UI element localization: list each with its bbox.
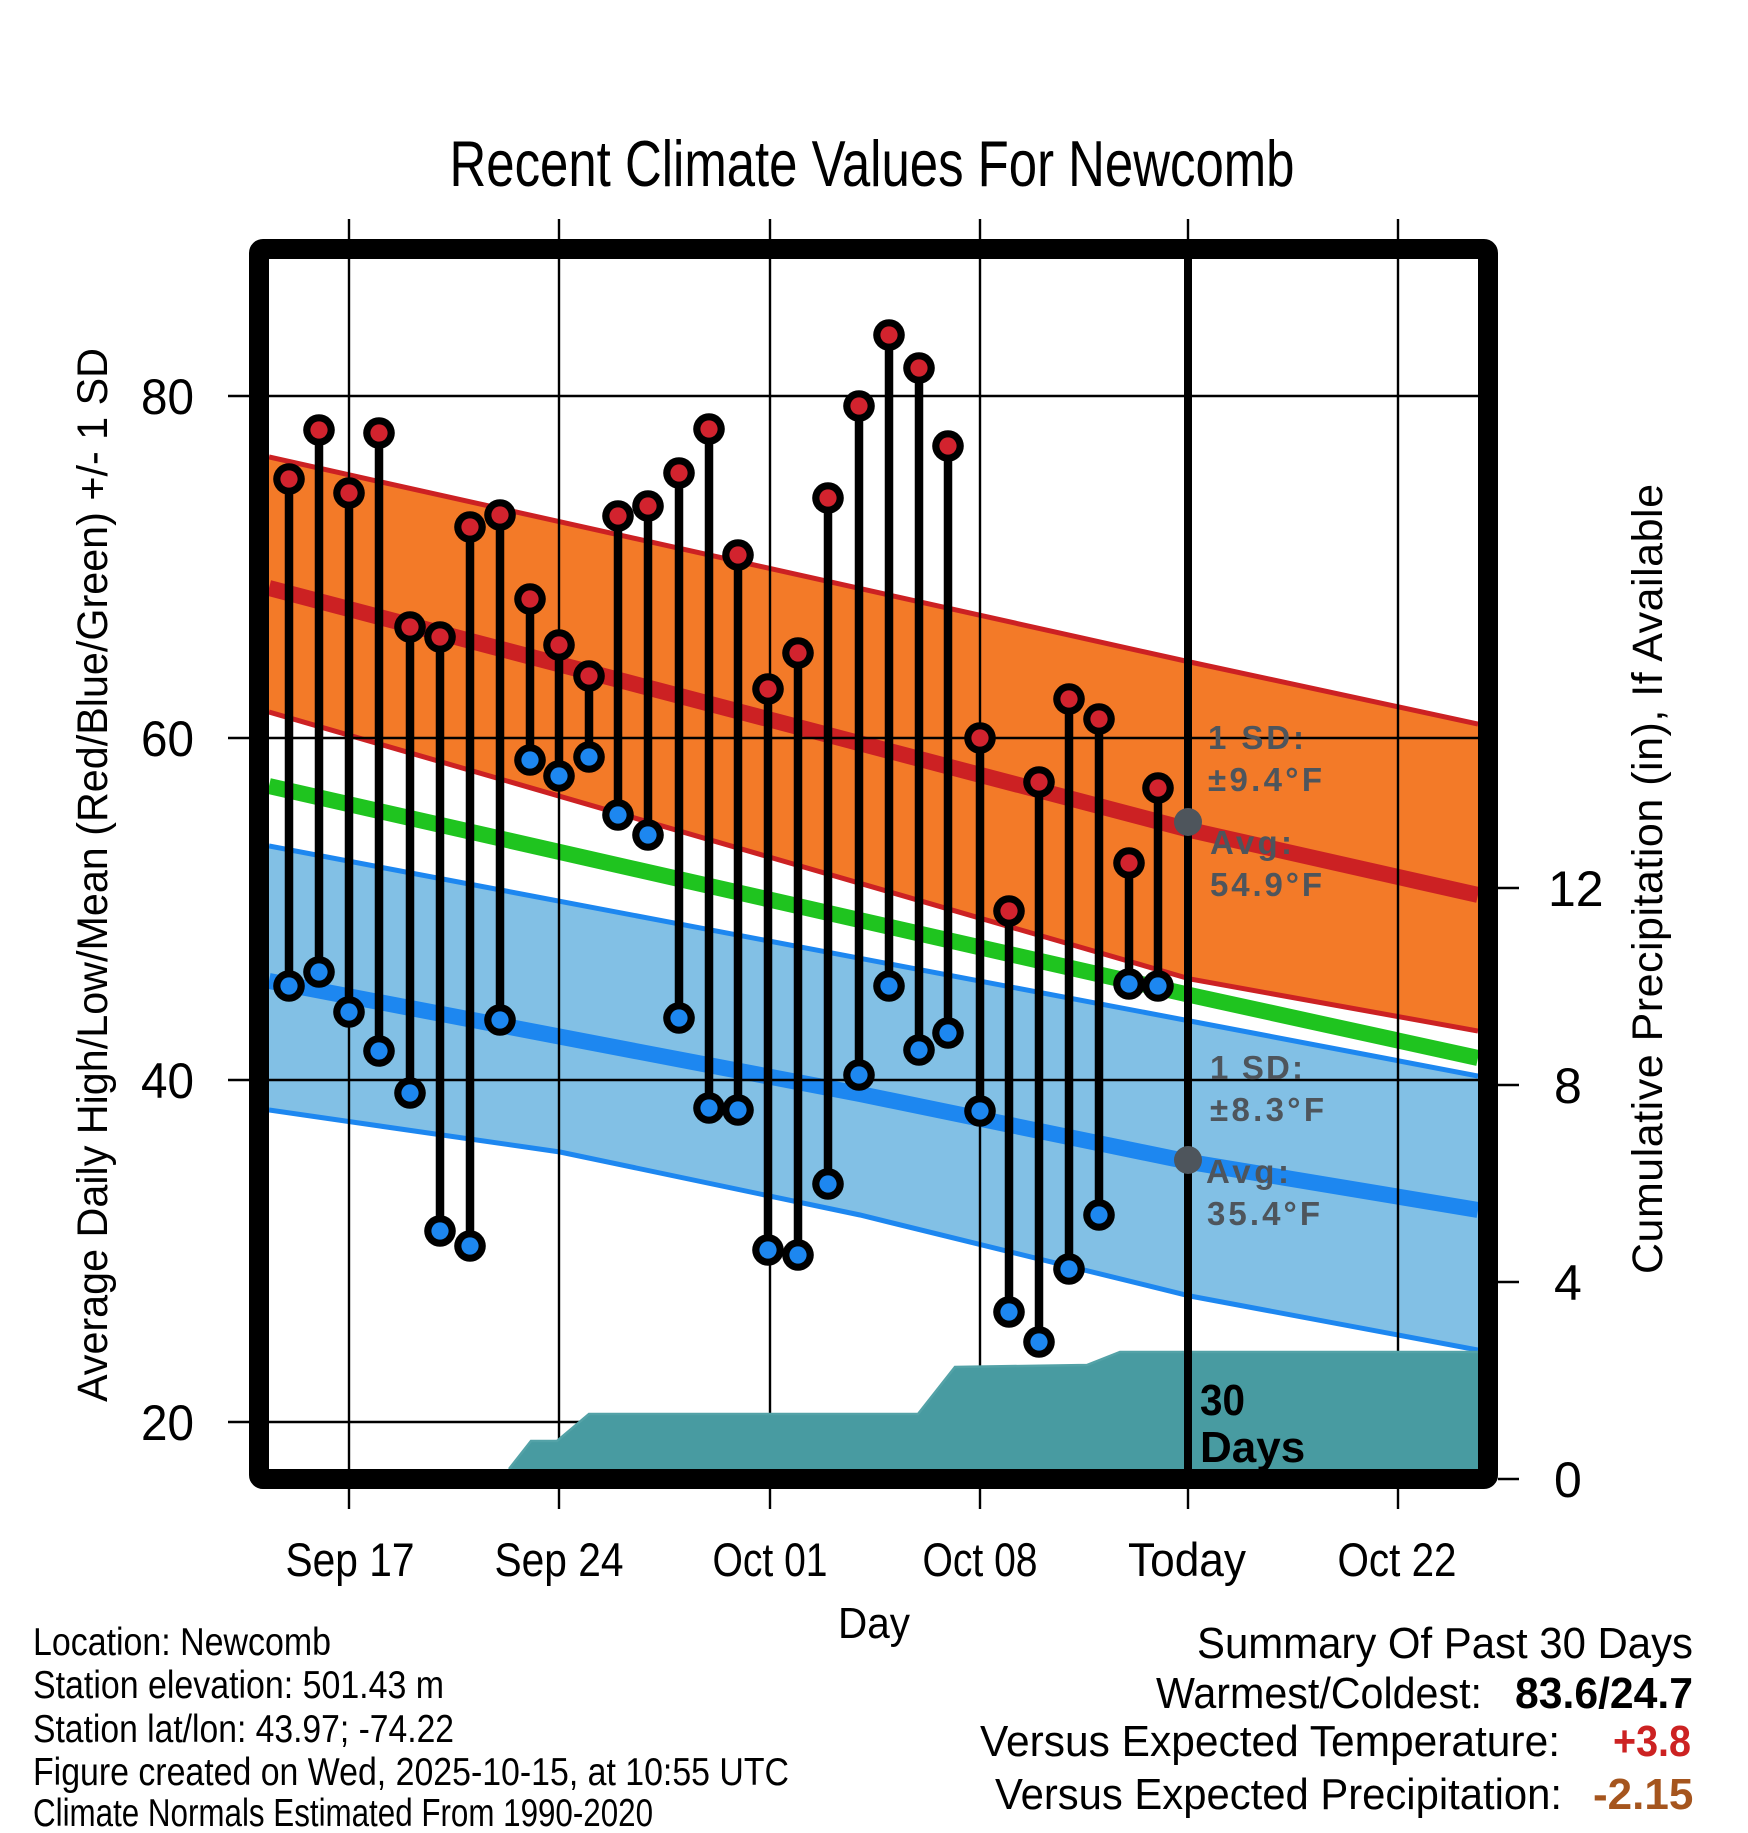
svg-text:Cumulative Precipitation (in),: Cumulative Precipitation (in), If Availa… <box>1624 484 1672 1274</box>
svg-text:Recent Climate Values For Newc: Recent Climate Values For Newcomb <box>450 127 1295 200</box>
svg-text:20: 20 <box>141 1395 194 1451</box>
svg-text:54.9°F: 54.9°F <box>1210 866 1322 903</box>
svg-text:Sep 24: Sep 24 <box>495 1533 624 1586</box>
svg-text:0: 0 <box>1554 1452 1582 1508</box>
svg-text:Location: Newcomb: Location: Newcomb <box>33 1621 331 1664</box>
svg-text:Station lat/lon: 43.97; -74.22: Station lat/lon: 43.97; -74.22 <box>33 1708 454 1751</box>
svg-text:Days: Days <box>1200 1423 1305 1472</box>
svg-text:±9.4°F: ±9.4°F <box>1208 761 1322 798</box>
svg-text:83.6/24.7: 83.6/24.7 <box>1515 1669 1693 1718</box>
svg-text:Today: Today <box>1128 1533 1246 1586</box>
svg-text:35.4°F: 35.4°F <box>1207 1195 1320 1232</box>
svg-text:Summary Of Past 30 Days: Summary Of Past 30 Days <box>1197 1619 1693 1668</box>
svg-text:Station elevation: 501.43 m: Station elevation: 501.43 m <box>33 1664 444 1707</box>
svg-text:Versus Expected Temperature:: Versus Expected Temperature: <box>980 1717 1560 1766</box>
svg-text:Average Daily High/Low/Mean (R: Average Daily High/Low/Mean (Red/Blue/Gr… <box>69 348 117 1402</box>
svg-text:12: 12 <box>1548 861 1604 917</box>
svg-text:80: 80 <box>141 369 194 425</box>
svg-text:40: 40 <box>141 1053 194 1109</box>
svg-text:±8.3°F: ±8.3°F <box>1210 1091 1324 1128</box>
svg-text:+3.8: +3.8 <box>1613 1717 1691 1766</box>
svg-text:Figure created on Wed, 2025-10: Figure created on Wed, 2025-10-15, at 10… <box>33 1751 789 1794</box>
svg-text:8: 8 <box>1554 1058 1582 1114</box>
svg-text:1 SD:: 1 SD: <box>1208 719 1304 756</box>
svg-text:60: 60 <box>141 711 194 767</box>
svg-text:Warmest/Coldest:: Warmest/Coldest: <box>1156 1669 1482 1718</box>
svg-text:1 SD:: 1 SD: <box>1210 1049 1303 1086</box>
svg-text:Oct 22: Oct 22 <box>1338 1533 1457 1586</box>
svg-text:Sep 17: Sep 17 <box>286 1533 415 1586</box>
svg-text:Climate Normals Estimated From: Climate Normals Estimated From 1990-2020 <box>33 1792 653 1828</box>
svg-text:4: 4 <box>1554 1255 1582 1311</box>
svg-text:-2.15: -2.15 <box>1593 1770 1693 1819</box>
svg-text:Versus Expected Precipitation:: Versus Expected Precipitation: <box>995 1770 1562 1819</box>
svg-text:30: 30 <box>1200 1376 1245 1425</box>
svg-text:Oct 01: Oct 01 <box>713 1533 828 1586</box>
svg-text:Oct 08: Oct 08 <box>923 1533 1038 1586</box>
svg-text:Day: Day <box>838 1599 910 1648</box>
